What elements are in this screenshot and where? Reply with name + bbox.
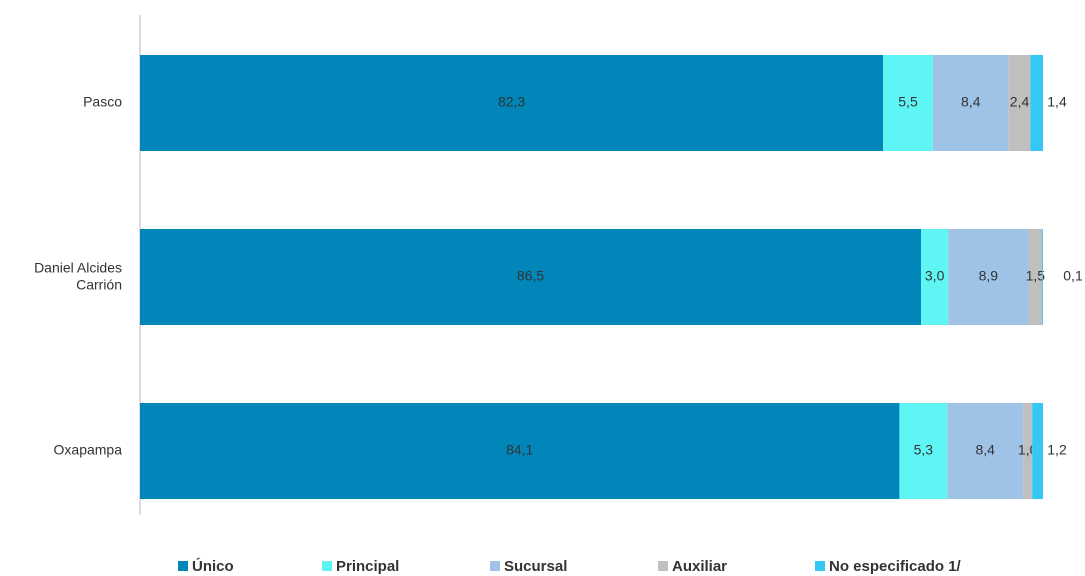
bar-segment [948, 229, 1029, 325]
legend-label: Sucursal [504, 558, 567, 575]
bar-segment [140, 55, 884, 151]
data-label: 8,4 [975, 442, 995, 458]
data-label: 5,5 [898, 94, 918, 110]
data-label: 2,4 [1010, 94, 1030, 110]
bar-segment [1042, 229, 1043, 325]
data-label: 84,1 [506, 442, 533, 458]
data-label: 8,9 [979, 268, 999, 284]
bar-segment [140, 229, 922, 325]
bar-segment [1032, 403, 1043, 499]
legend-label: Principal [336, 558, 399, 575]
category-label: Pasco [83, 94, 122, 110]
legend-swatch [490, 561, 500, 571]
bar-segment [899, 403, 948, 499]
data-label: 1,2 [1047, 442, 1067, 458]
data-label: 3,0 [925, 268, 945, 284]
legend-swatch [322, 561, 332, 571]
legend-label: Auxiliar [672, 558, 727, 575]
legend-swatch [658, 561, 668, 571]
bar-segment [947, 403, 1024, 499]
data-label: 1,4 [1047, 94, 1067, 110]
data-label: 1,5 [1026, 268, 1046, 284]
bar-segment [1008, 55, 1031, 151]
data-label: 5,3 [914, 442, 934, 458]
legend-label: No especificado 1/ [829, 558, 962, 575]
bar-segment [1023, 403, 1033, 499]
bar-segment [140, 403, 900, 499]
bar-segment [883, 55, 933, 151]
category-label: Daniel Alcides Carrión [34, 259, 122, 292]
legend-swatch [178, 561, 188, 571]
data-label: 82,3 [498, 94, 525, 110]
bar-segment [932, 55, 1009, 151]
category-label: Oxapampa [54, 442, 123, 458]
data-label: 0,1 [1063, 268, 1083, 284]
data-label: 8,4 [961, 94, 981, 110]
bar-segment [1028, 229, 1043, 325]
data-label: 86,5 [517, 268, 544, 284]
legend-label: Único [192, 557, 234, 575]
legend-swatch [815, 561, 825, 571]
bar-segment [921, 229, 949, 325]
bar-segment [1030, 55, 1043, 151]
